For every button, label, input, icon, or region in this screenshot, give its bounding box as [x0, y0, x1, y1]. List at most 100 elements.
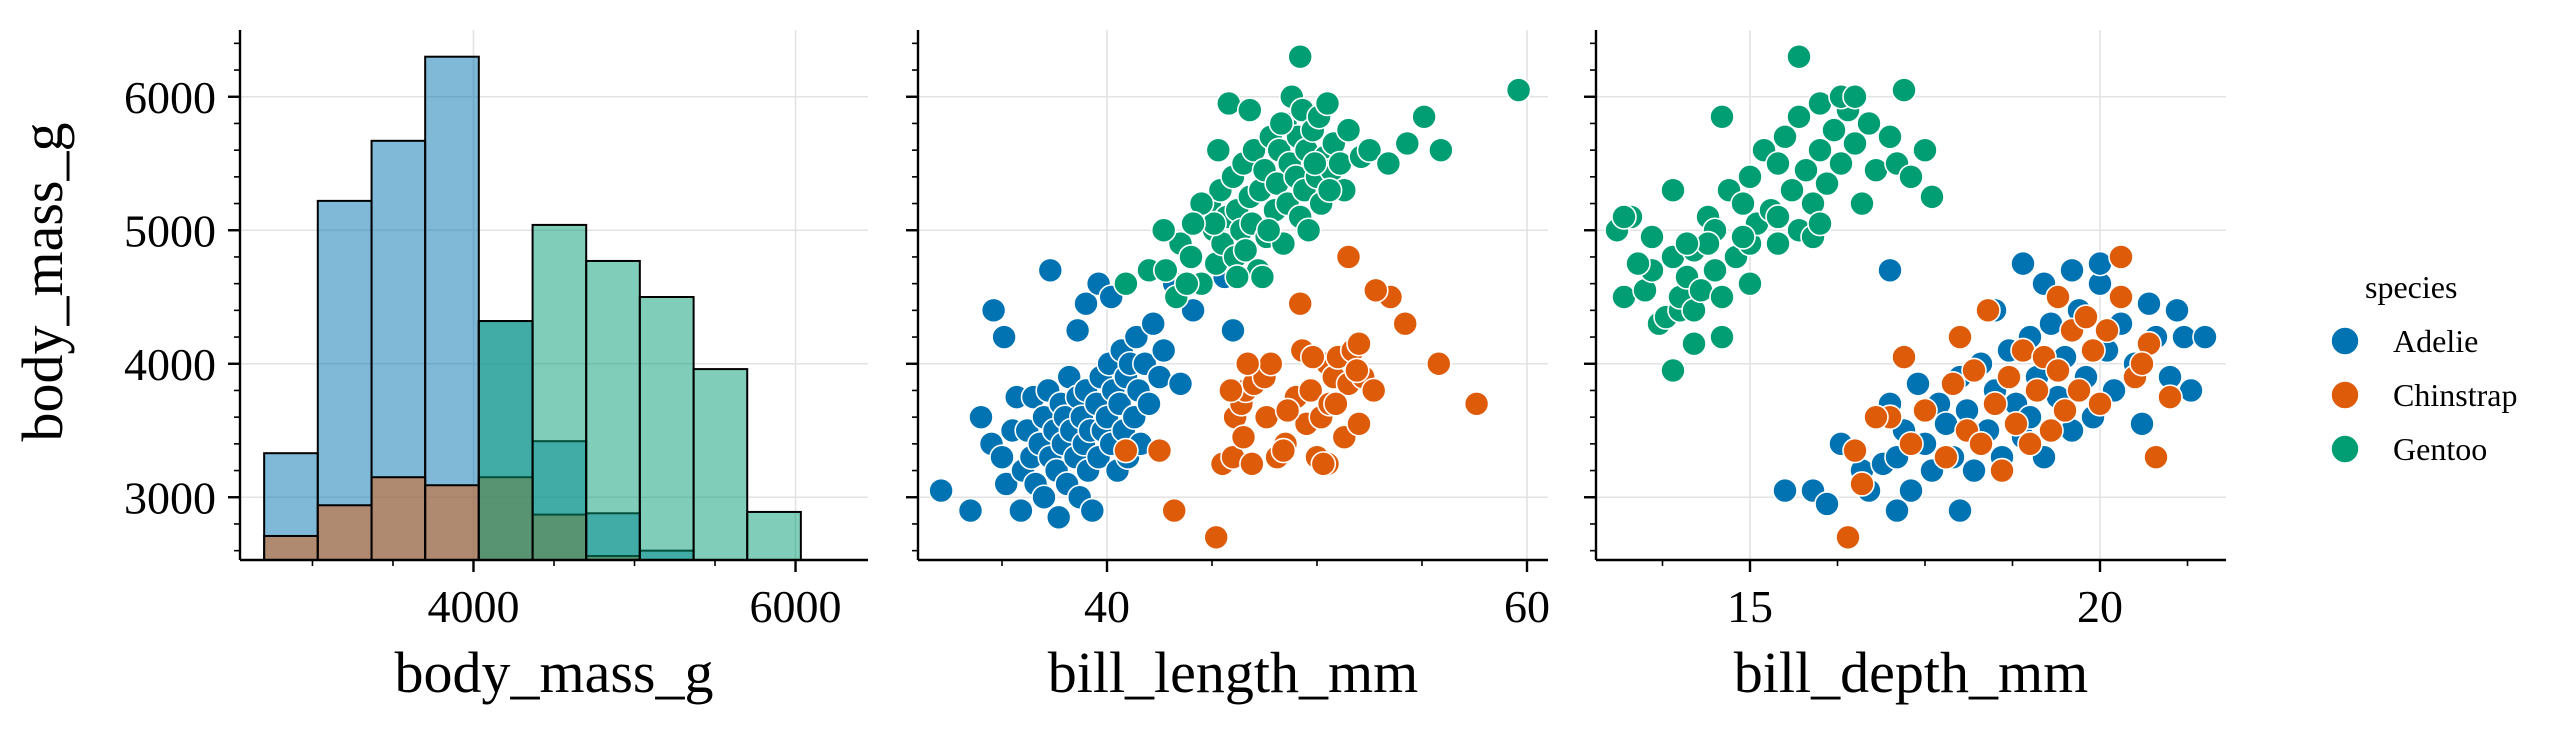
legend-item-gentoo: Gentoo [2330, 431, 2487, 467]
scatter-point-gentoo [1730, 190, 1756, 217]
y-tick-label: 5000 [124, 205, 216, 256]
scatter-point-adelie [1814, 491, 1840, 517]
scatter-point-chinstrap [1270, 437, 1297, 464]
scatter-point-chinstrap [2066, 377, 2092, 404]
scatter-point-chinstrap [2017, 431, 2043, 457]
y-tick-label: 6000 [124, 72, 216, 123]
scatter-point-gentoo [1505, 77, 1532, 103]
histogram-bar-gentoo [585, 259, 641, 561]
scatter-point-adelie [1079, 497, 1106, 524]
legend-title: species [2365, 269, 2457, 305]
x-tick-label: 15 [1727, 581, 1773, 632]
scatter-point-adelie [991, 324, 1017, 350]
scatter-point-adelie [1772, 477, 1798, 504]
scatter-point-gentoo [1681, 330, 1707, 357]
y-tick-label: 4000 [124, 339, 216, 390]
scatter-point-chinstrap [1287, 290, 1313, 317]
y-axis-label: body_mass_g [10, 123, 75, 442]
scatter-point-chinstrap [1968, 431, 1994, 457]
scatter-point-chinstrap [1975, 297, 2001, 324]
scatter-point-gentoo [1709, 284, 1735, 310]
scatter-point-adelie [1031, 484, 1057, 511]
scatter-point-adelie [1037, 257, 1064, 284]
scatter-point-gentoo [1709, 324, 1735, 350]
legend: species Adelie Chinstrap Gentoo [2330, 269, 2517, 467]
scatter-point-gentoo [1660, 357, 1686, 384]
scatter-point-chinstrap [2045, 284, 2071, 310]
y-tick-label: 3000 [124, 472, 216, 523]
legend-label-gentoo: Gentoo [2393, 431, 2487, 467]
scatter-point-adelie [1008, 497, 1034, 524]
scatter-point-gentoo [1255, 217, 1282, 244]
scatter-point-chinstrap [1346, 411, 1372, 437]
legend-item-chinstrap: Chinstrap [2330, 377, 2517, 413]
scatter-point-gentoo [1674, 230, 1700, 257]
histogram-bar-gentoo [531, 223, 588, 561]
scatter-point-chinstrap [1891, 344, 1917, 370]
scatter-point-gentoo [1375, 150, 1402, 177]
scatter-point-gentoo [1241, 137, 1267, 163]
scatter-point-chinstrap [1961, 357, 1987, 384]
x-axis-label: bill_length_mm [1048, 640, 1419, 705]
scatter-point-chinstrap [1203, 524, 1229, 551]
scatter-point-gentoo [1611, 204, 1637, 230]
scatter-point-adelie [1150, 337, 1177, 364]
histogram-bar-gentoo [692, 368, 749, 561]
legend-label-chinstrap: Chinstrap [2393, 377, 2517, 413]
scatter-point-chinstrap [2024, 377, 2050, 404]
legend-item-adelie: Adelie [2330, 323, 2478, 359]
scatter-point-gentoo [1842, 83, 1868, 110]
legend-marker-chinstrap [2330, 380, 2360, 410]
scatter-point-chinstrap [1842, 437, 1868, 464]
histogram-bars [263, 55, 802, 562]
scatter-point-chinstrap [2045, 357, 2071, 384]
histogram-bar-chinstrap [424, 484, 480, 561]
panel-scatter-bill-length: 40 60 bill_length_mm [906, 30, 1550, 705]
scatter-point-chinstrap [2087, 391, 2113, 417]
scatter-point-gentoo [1898, 164, 1924, 190]
scatter-points [928, 43, 1532, 551]
scatter-point-gentoo [1919, 184, 1945, 210]
legend-marker-adelie [2330, 326, 2360, 356]
scatter-point-chinstrap [1335, 244, 1362, 270]
panel-histogram: 4000 6000 3000 4000 5000 6000 body_mass_g [124, 30, 868, 705]
scatter-point-adelie [1905, 370, 1931, 397]
x-tick-label: 40 [1084, 581, 1130, 632]
scatter-point-gentoo [1730, 224, 1756, 250]
y-axis [906, 30, 920, 560]
scatter-point-adelie [1123, 324, 1150, 350]
legend-marker-gentoo [2330, 434, 2360, 464]
scatter-point-chinstrap [1113, 437, 1139, 464]
scatter-point-adelie [1045, 504, 1072, 531]
scatter-point-gentoo [1821, 117, 1847, 143]
x-tick-label: 60 [1504, 581, 1550, 632]
scatter-point-chinstrap [2108, 244, 2134, 270]
scatter-point-gentoo [1786, 43, 1812, 70]
scatter-point-chinstrap [1239, 451, 1265, 477]
x-axis-label: body_mass_g [395, 640, 714, 705]
scatter-point-chinstrap [1426, 350, 1452, 377]
scatter-point-adelie [1136, 391, 1162, 417]
scatter-point-gentoo [1779, 177, 1805, 204]
scatter-point-gentoo [1411, 103, 1437, 130]
scatter-point-chinstrap [1161, 497, 1187, 524]
y-axis [1584, 30, 1598, 560]
x-axis: 4000 6000 [240, 558, 868, 632]
scatter-point-gentoo [1912, 137, 1938, 163]
scatter-point-chinstrap [1258, 350, 1284, 377]
y-axis: 3000 4000 5000 6000 [124, 30, 242, 560]
scatter-point-gentoo [1295, 217, 1322, 244]
scatter-point-chinstrap [2038, 417, 2064, 444]
scatter-point-chinstrap [1933, 444, 1959, 471]
histogram-bar-chinstrap [316, 504, 373, 562]
scatter-point-adelie [989, 444, 1015, 471]
scatter-point-gentoo [1302, 150, 1328, 177]
scatter-point-gentoo [1316, 177, 1343, 204]
scatter-point-gentoo [1842, 130, 1868, 157]
scatter-point-gentoo [1702, 257, 1728, 284]
x-axis: 40 60 [918, 558, 1550, 632]
scatter-point-gentoo [1772, 124, 1798, 150]
scatter-point-gentoo [1356, 137, 1383, 163]
scatter-point-adelie [1947, 497, 1973, 524]
